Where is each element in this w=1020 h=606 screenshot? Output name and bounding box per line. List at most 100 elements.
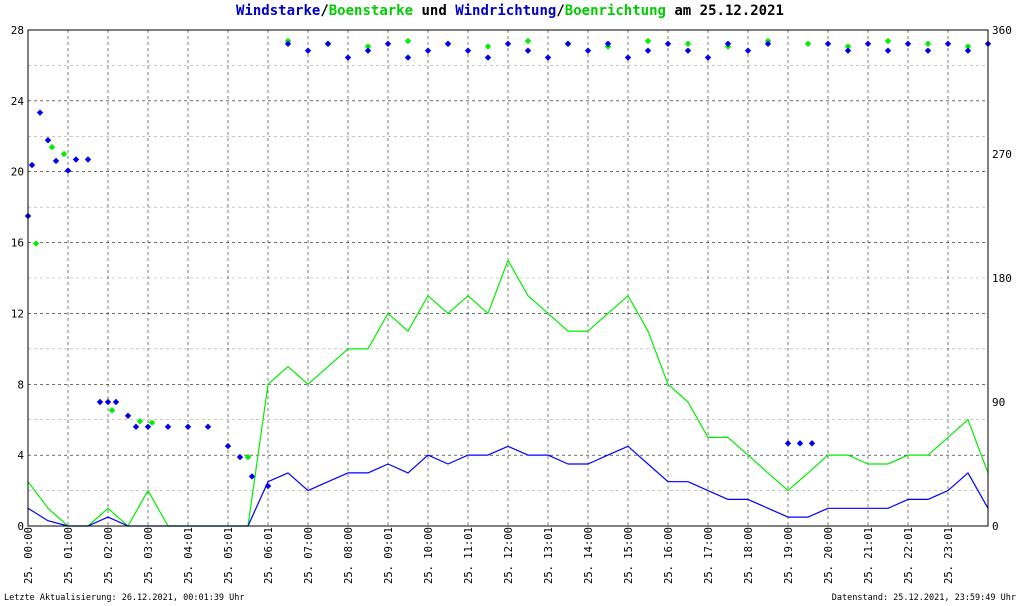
title-date: am 25.12.2021 xyxy=(665,3,784,19)
tick-labels: 0 4 8 12 16 20 24 28 0 90 180 270 360 25. 00:00 25. 01… xyxy=(11,24,1012,584)
axes xyxy=(27,29,989,527)
wind-direction-point xyxy=(404,54,412,61)
wind-direction-point xyxy=(44,137,52,144)
title-wind-direction: Windrichtung xyxy=(455,3,557,19)
wind-direction-series xyxy=(24,40,992,490)
gust-direction-point xyxy=(964,43,972,50)
wind-direction-point xyxy=(524,47,532,54)
wind-direction-point xyxy=(124,412,132,419)
wind-direction-point xyxy=(344,54,352,61)
wind-direction-point xyxy=(64,167,72,174)
gust-direction-point xyxy=(364,43,372,50)
wind-direction-point xyxy=(944,40,952,47)
y-left-tick-label: 8 xyxy=(17,378,24,391)
x-tick-label: 25. 14:00 xyxy=(583,527,595,584)
wind-direction-point xyxy=(36,109,44,116)
gust-direction-point xyxy=(32,240,40,247)
y-right-tick-label: 90 xyxy=(992,396,1005,409)
gust-direction-point xyxy=(48,143,56,151)
gust-direction-point xyxy=(524,37,532,45)
x-tick-label: 25. 05:01 xyxy=(223,527,235,584)
x-tick-label: 25. 16:00 xyxy=(663,527,675,584)
title-sep-1: / xyxy=(320,3,329,19)
x-tick-label: 25. 17:00 xyxy=(703,527,715,584)
title-sep-2: / xyxy=(556,3,565,19)
wind-direction-point xyxy=(72,156,80,163)
wind-direction-point xyxy=(504,40,512,47)
x-tick-label: 25. 04:01 xyxy=(183,527,195,584)
wind-direction-point xyxy=(964,47,972,54)
wind-direction-point xyxy=(424,47,432,54)
wind-direction-point xyxy=(444,40,452,47)
title-gust-speed: Boenstarke xyxy=(328,3,414,19)
wind-direction-point xyxy=(604,40,612,47)
gust-direction-point xyxy=(484,43,492,50)
wind-direction-point xyxy=(584,47,592,54)
wind-direction-point xyxy=(864,40,872,47)
wind-direction-point xyxy=(924,47,932,54)
wind-direction-point xyxy=(684,47,692,54)
wind-direction-point xyxy=(224,442,232,450)
gust-direction-point xyxy=(884,37,892,45)
x-tick-label: 25. 19:00 xyxy=(783,527,795,584)
data-timestamp-text: Datenstand: 25.12.2021, 23:59:49 Uhr xyxy=(831,593,1016,603)
x-tick-label: 25. 20:00 xyxy=(823,527,835,584)
wind-direction-point xyxy=(544,54,552,61)
x-tick-label: 25. 10:00 xyxy=(423,527,435,584)
x-tick-label: 25. 09:01 xyxy=(383,527,395,584)
plot-frame xyxy=(27,29,989,527)
x-tick-label: 25. 11:01 xyxy=(463,527,475,584)
wind-direction-point xyxy=(764,40,772,47)
gust-direction-series xyxy=(32,37,972,461)
x-tick-label: 25. 01:00 xyxy=(63,527,75,584)
wind-direction-point xyxy=(164,423,172,430)
wind-direction-point xyxy=(884,47,892,54)
y-left-tick-label: 16 xyxy=(11,237,24,250)
wind-direction-point xyxy=(484,54,492,61)
grid xyxy=(27,29,989,527)
wind-direction-point xyxy=(644,47,652,54)
gust-direction-point xyxy=(844,43,852,50)
wind-direction-point xyxy=(96,398,104,406)
wind-direction-point xyxy=(52,157,60,165)
x-tick-label: 25. 02:00 xyxy=(103,527,115,584)
x-tick-label: 25. 06:01 xyxy=(263,527,275,584)
title-wind-speed: Windstarke xyxy=(236,3,321,19)
gust-direction-point xyxy=(60,150,68,158)
wind-direction-point xyxy=(704,54,712,61)
x-tick-label: 25. 13:01 xyxy=(543,527,555,584)
gust-direction-point xyxy=(684,40,692,47)
x-tick-label: 25. 00:00 xyxy=(23,527,35,584)
y-left-tick-label: 20 xyxy=(11,166,24,179)
x-tick-label: 25. 21:01 xyxy=(863,527,875,584)
wind-direction-point xyxy=(144,423,152,430)
wind-direction-point xyxy=(744,47,752,54)
gust-direction-point xyxy=(924,40,932,47)
wind-direction-point xyxy=(204,423,212,430)
y-right-tick-label: 0 xyxy=(992,520,999,533)
chart-title: Windstarke/Boenstarke und Windrichtung/B… xyxy=(0,3,1020,19)
x-tick-label: 25. 22:01 xyxy=(903,527,915,584)
x-tick-label: 25. 07:00 xyxy=(303,527,315,584)
wind-direction-point xyxy=(624,54,632,61)
wind-direction-point xyxy=(104,398,112,406)
wind-direction-point xyxy=(264,482,272,490)
y-right-tick-label: 270 xyxy=(992,148,1012,161)
gust-direction-point xyxy=(108,407,116,414)
wind-direction-point xyxy=(84,156,92,163)
wind-direction-point xyxy=(824,40,832,47)
wind-direction-point xyxy=(248,473,256,480)
y-left-tick-label: 4 xyxy=(17,449,24,462)
gust-direction-point xyxy=(136,418,144,425)
title-gust-direction: Boenrichtung xyxy=(564,3,666,19)
gust-direction-point xyxy=(148,419,156,426)
wind-direction-point xyxy=(664,40,672,47)
y-left-tick-label: 24 xyxy=(11,95,25,108)
wind-direction-point xyxy=(384,40,392,47)
wind-direction-point xyxy=(304,47,312,54)
x-tick-label: 25. 12:00 xyxy=(503,527,515,584)
gust-direction-point xyxy=(644,37,652,45)
y-left-tick-label: 12 xyxy=(11,307,24,320)
wind-direction-point xyxy=(784,440,792,447)
